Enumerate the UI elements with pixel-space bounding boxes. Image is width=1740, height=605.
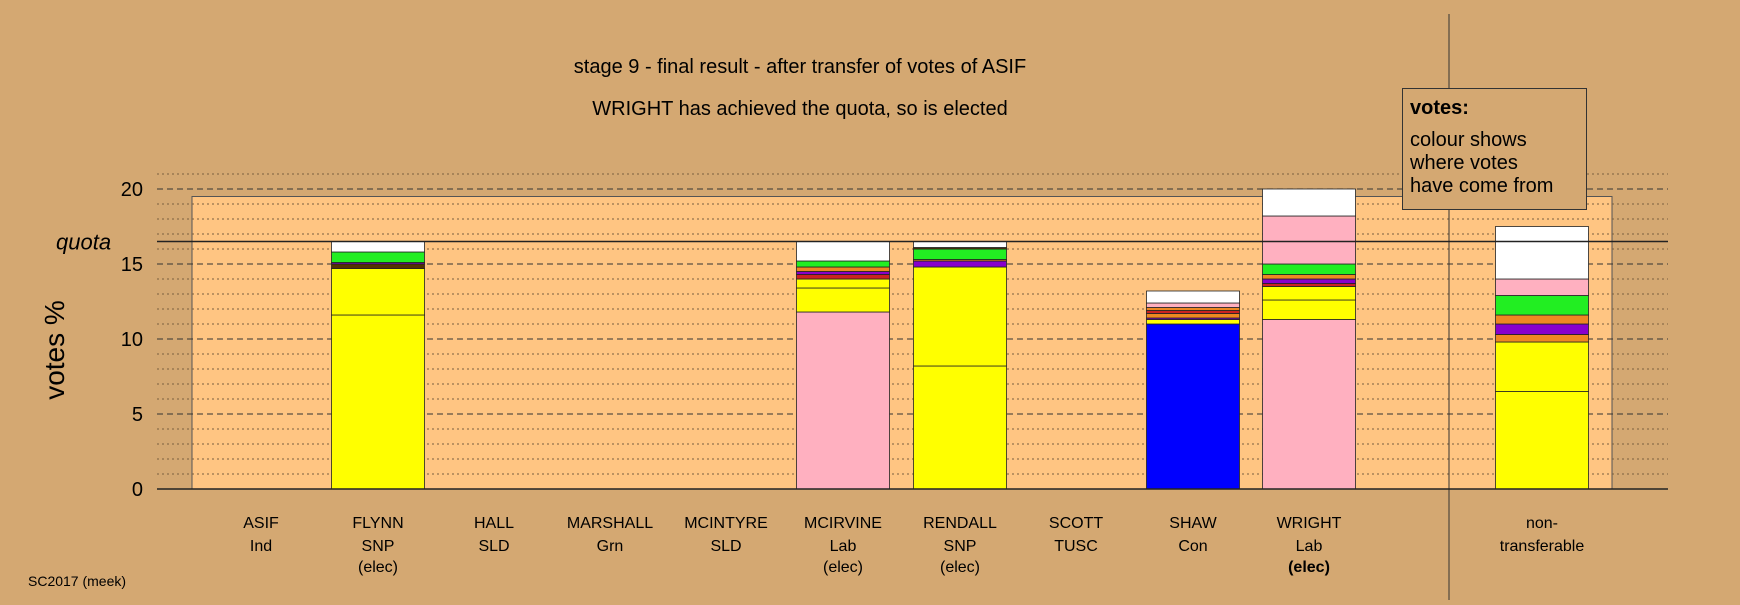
x-category-name: MARSHALL: [567, 515, 653, 532]
legend-box: votes: colour shows where votes have com…: [1402, 88, 1587, 210]
bar-segment: [331, 268, 425, 316]
bar-segment: [1262, 286, 1356, 301]
x-category-status: (elec): [358, 559, 398, 576]
bar-segment: [331, 251, 425, 263]
bar-segment: [1495, 278, 1589, 296]
bar-segment: [796, 311, 890, 490]
quota-label: quota: [56, 230, 111, 255]
bar-segment: [796, 260, 890, 268]
x-category-party: SLD: [478, 538, 509, 555]
bar-segment: [1262, 188, 1356, 217]
bar-segment: [1262, 263, 1356, 275]
legend-line: where votes: [1410, 152, 1518, 174]
x-category-party: Grn: [597, 538, 624, 555]
bar-segment: [1262, 319, 1356, 490]
bar-segment: [1495, 334, 1589, 343]
x-category-party: SNP: [362, 538, 395, 555]
bar-segment: [1495, 314, 1589, 325]
x-category-status: (elec): [823, 559, 863, 576]
bar-segment: [796, 266, 890, 272]
bar-segment: [331, 314, 425, 490]
y-tick-label: 20: [121, 179, 143, 201]
bar-segment: [796, 274, 890, 280]
bar-segment: [1146, 313, 1240, 319]
bar-segment: [796, 278, 890, 289]
chart-subtitle: WRIGHT has achieved the quota, so is ele…: [592, 98, 1008, 120]
bar-segment: [1262, 274, 1356, 280]
bar-segment: [1146, 323, 1240, 490]
x-category-name: WRIGHT: [1277, 515, 1342, 532]
bar-segment: [1146, 310, 1240, 314]
x-category-name: MCIRVINE: [804, 515, 882, 532]
bar-segment: [1495, 391, 1589, 490]
chart-title: stage 9 - final result - after transfer …: [573, 56, 1027, 78]
bar-segment: [1262, 283, 1356, 287]
bar-segment: [331, 241, 425, 253]
x-category-name: ASIF: [243, 515, 279, 532]
bar-segment: [913, 260, 1007, 268]
legend-line: have come from: [1410, 175, 1554, 197]
x-category-name: SCOTT: [1049, 515, 1103, 532]
x-category-party: Lab: [1296, 538, 1323, 555]
x-category-name: MCINTYRE: [684, 515, 768, 532]
bar-segment: [1495, 341, 1589, 392]
legend-title: votes:: [1410, 97, 1469, 119]
y-tick-label: 15: [121, 254, 143, 276]
bar-segment: [1262, 299, 1356, 320]
bar-segment: [1146, 307, 1240, 311]
bar-segment: [331, 263, 425, 269]
plot-area: [191, 196, 1613, 490]
bar-segment: [1262, 215, 1356, 265]
x-category-status: (elec): [1288, 559, 1330, 576]
bar-segment: [1495, 226, 1589, 280]
bar-segment: [796, 241, 890, 262]
x-category-name: non-: [1526, 515, 1558, 532]
bar-segment: [913, 365, 1007, 490]
x-category-name: RENDALL: [923, 515, 997, 532]
x-category-name: HALL: [474, 515, 514, 532]
y-tick-label: 10: [121, 329, 143, 351]
bar-segment: [1146, 290, 1240, 304]
x-category-party: Ind: [250, 538, 272, 555]
x-category-name: SHAW: [1169, 515, 1217, 532]
y-tick-label: 0: [132, 479, 143, 501]
bar-segment: [1146, 319, 1240, 325]
x-category-party: TUSC: [1054, 538, 1098, 555]
bar-segment: [1495, 323, 1589, 335]
bar-segment: [1262, 278, 1356, 284]
x-category-name: FLYNN: [352, 515, 403, 532]
bar-segment: [913, 241, 1007, 248]
bar-segment: [913, 266, 1007, 367]
x-category-party: Lab: [830, 538, 857, 555]
bar-segment: [913, 248, 1007, 260]
x-category-party: SNP: [944, 538, 977, 555]
bar-segment: [1495, 295, 1589, 316]
bar-segment: [796, 287, 890, 313]
bar-segment: [796, 271, 890, 275]
x-category-party: Con: [1178, 538, 1207, 555]
bar-segment: [1146, 302, 1240, 308]
legend-line: colour shows: [1410, 129, 1527, 151]
x-category-party: SLD: [710, 538, 741, 555]
footnote: SC2017 (meek): [28, 573, 127, 589]
y-axis-label: votes %: [39, 300, 70, 400]
x-category-status: (elec): [940, 559, 980, 576]
x-category-party: transferable: [1500, 538, 1585, 555]
y-tick-label: 5: [132, 404, 143, 426]
